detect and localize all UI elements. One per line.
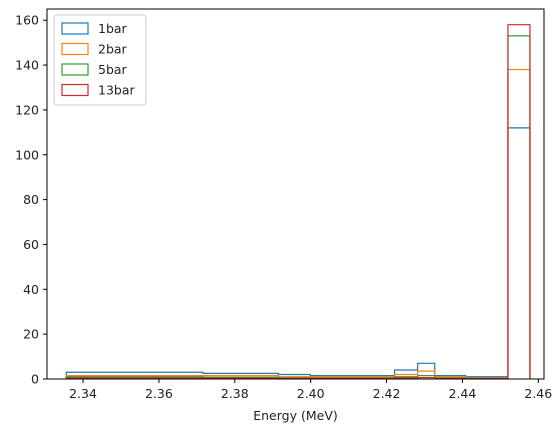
series-step-1bar (65, 127, 531, 379)
x-tick-label: 2.36 (145, 386, 173, 401)
legend-frame (53, 14, 147, 106)
legend-label-1bar: 1bar (98, 21, 128, 36)
y-tick-label: 140 (15, 58, 39, 73)
y-tick-label: 20 (23, 327, 39, 342)
legend-label-2bar: 2bar (98, 42, 128, 57)
axes-layer: 2.34 2.36 2.38 2.40 2.42 2.44 2.46 0 20 40 60 80 100… (15, 8, 552, 401)
axes-frame (46, 8, 545, 380)
x-tick-label: 2.34 (69, 386, 97, 401)
y-tick-label: 60 (23, 237, 39, 252)
legend-swatch-1bar (61, 22, 89, 35)
y-tick-label: 0 (31, 372, 39, 387)
legend-swatch-13bar (61, 83, 89, 97)
legend-swatch-2bar (61, 42, 89, 56)
y-tick-label: 160 (15, 13, 39, 28)
x-tick-label: 2.38 (221, 386, 249, 401)
x-axis-label: Energy (MeV) (253, 408, 338, 423)
x-tick-label: 2.40 (297, 386, 325, 401)
legend: 1bar 2bar 5bar 13bar (53, 14, 147, 106)
y-tick-label: 80 (23, 192, 39, 207)
legend-swatch-5bar (61, 63, 89, 76)
series-layer (65, 24, 531, 380)
x-tick-label: 2.42 (373, 386, 401, 401)
legend-label-13bar: 13bar (98, 83, 136, 98)
y-tick-label: 40 (23, 282, 39, 297)
x-tick-label: 2.44 (449, 386, 477, 401)
y-tick-label: 120 (15, 102, 39, 117)
y-tick-label: 100 (15, 147, 39, 162)
x-tick-label: 2.46 (524, 386, 552, 401)
legend-label-5bar: 5bar (98, 62, 128, 77)
